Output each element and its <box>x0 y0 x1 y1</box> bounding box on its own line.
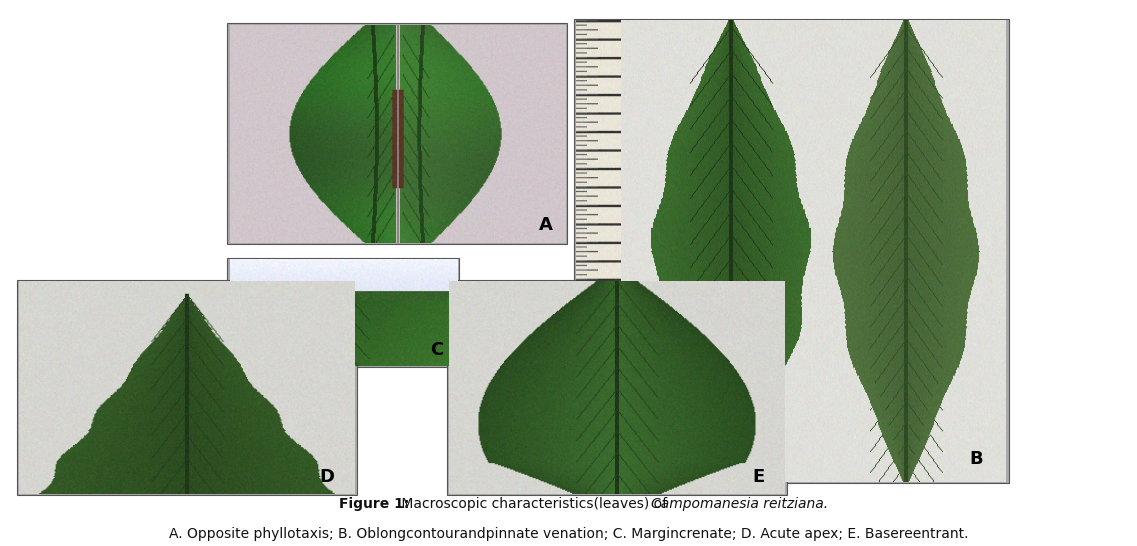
Bar <box>227 23 567 244</box>
Text: Campomanesia reitziana.: Campomanesia reitziana. <box>652 497 829 511</box>
Bar <box>17 280 357 495</box>
Text: Macroscopic characteristics(leaves) of: Macroscopic characteristics(leaves) of <box>397 497 671 511</box>
Text: D: D <box>319 467 334 485</box>
Bar <box>574 19 1009 483</box>
Text: B: B <box>969 450 982 468</box>
Text: C: C <box>430 341 443 359</box>
Bar <box>227 258 459 367</box>
Text: E: E <box>753 467 764 485</box>
Text: A: A <box>539 216 553 234</box>
Text: A. Opposite phyllotaxis; B. Oblongcontourandpinnate venation; C. Margincrenate; : A. Opposite phyllotaxis; B. Oblongcontou… <box>168 527 969 541</box>
Bar <box>447 280 787 495</box>
Text: Figure 1:: Figure 1: <box>339 497 409 511</box>
